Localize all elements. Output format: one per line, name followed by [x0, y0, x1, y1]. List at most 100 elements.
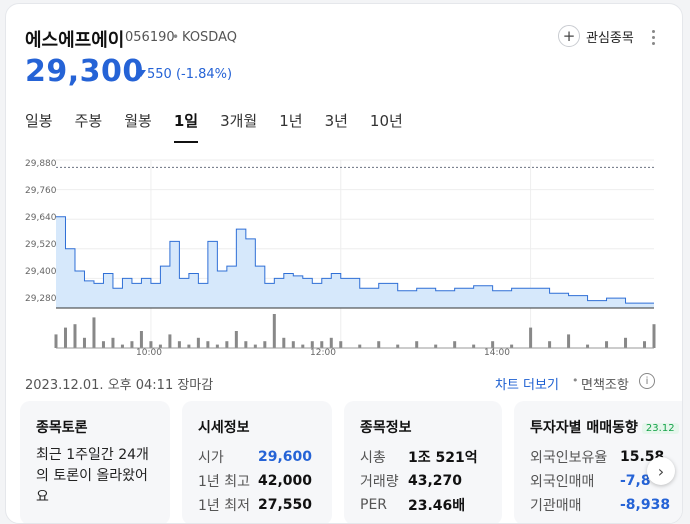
- volume-bar: [234, 331, 238, 348]
- y-tick-label: 29,640: [25, 213, 57, 223]
- volume-bar: [624, 337, 628, 348]
- volume-bar: [282, 337, 286, 348]
- volume-bar: [82, 337, 86, 348]
- y-tick-label: 29,520: [25, 240, 57, 250]
- row-label: 1년 최고: [198, 474, 250, 490]
- volume-bar: [510, 344, 514, 348]
- x-tick-label: 10:00: [136, 348, 162, 358]
- down-arrow-icon: [136, 70, 146, 77]
- y-tick-label: 29,880: [25, 159, 57, 169]
- card-title: 종목토론: [36, 420, 88, 436]
- row-value: 23.46배: [408, 498, 466, 514]
- volume-bar: [215, 344, 219, 348]
- volume-bar: [291, 341, 295, 348]
- stock-name[interactable]: 에스에프에이: [25, 30, 125, 51]
- volume-bar: [149, 341, 153, 348]
- tab-daily[interactable]: 일봉: [25, 112, 53, 130]
- chart-svg: [54, 159, 656, 349]
- stock-code: 056190: [125, 30, 175, 45]
- card-title: 시세정보: [198, 420, 250, 436]
- separator-dot: •: [172, 30, 180, 44]
- volume-bar: [567, 334, 571, 348]
- stock-info-card[interactable]: 종목정보 시총 1조 521억 거래량 43,270 PER 23.46배: [344, 401, 502, 523]
- discussion-text: 최근 1주일간 24개의 토론이 올라왔어요: [36, 447, 149, 505]
- price-line: [56, 216, 654, 304]
- tab-1year[interactable]: 1년: [279, 112, 303, 130]
- volume-bar: [377, 341, 381, 348]
- volume-bar: [329, 337, 333, 348]
- tab-monthly[interactable]: 월봉: [124, 112, 152, 130]
- card-title-text: 투자자별 매매동향: [530, 420, 638, 436]
- volume-bar: [472, 344, 476, 348]
- volume-bar: [491, 341, 495, 348]
- summary-cards: 종목토론 최근 1주일간 24개의 토론이 올라왔어요 시세정보 시가 29,60…: [20, 401, 682, 523]
- stock-card: 에스에프에이 056190 • KOSDAQ + 관심종목 29,300 550…: [5, 3, 683, 524]
- tab-1day[interactable]: 1일: [173, 110, 199, 143]
- volume-bar: [339, 341, 343, 348]
- add-favorite-button[interactable]: + 관심종목: [558, 24, 634, 48]
- volume-bar: [101, 341, 105, 348]
- next-card-button[interactable]: ›: [647, 457, 675, 485]
- row-value: 43,270: [408, 473, 463, 489]
- row-label: 시가: [198, 450, 224, 466]
- x-tick-label: 14:00: [484, 348, 510, 358]
- x-tick-label: 12:00: [310, 348, 336, 358]
- row-value: 42,000: [258, 473, 313, 489]
- price-chart[interactable]: 29,880 29,760 29,640 29,520 29,400 29,28…: [6, 152, 682, 362]
- volume-bar: [272, 314, 276, 348]
- volume-bar: [358, 344, 362, 348]
- volume-bar: [139, 331, 143, 348]
- tab-3months[interactable]: 3개월: [220, 112, 258, 130]
- volume-bar: [652, 324, 656, 348]
- row-value: -8,938: [620, 497, 671, 513]
- volume-bar: [434, 344, 438, 348]
- chevron-right-icon: ›: [657, 461, 665, 481]
- volume-bar: [120, 344, 124, 348]
- price-area: [56, 216, 654, 308]
- volume-bar: [643, 341, 647, 348]
- volume-bar: [92, 317, 96, 348]
- row-value: 27,550: [258, 497, 313, 513]
- volume-bar: [548, 341, 552, 348]
- volume-bar: [253, 344, 257, 348]
- market-info-card[interactable]: 시세정보 시가 29,600 1년 최고 42,000 1년 최저 27,550: [182, 401, 332, 523]
- plus-icon: +: [558, 25, 580, 47]
- info-icon[interactable]: i: [639, 373, 655, 389]
- volume-bar: [130, 341, 134, 348]
- discussion-card[interactable]: 종목토론 최근 1주일간 24개의 토론이 올라왔어요: [20, 401, 170, 523]
- period-tabs: 일봉 주봉 월봉 1일 3개월 1년 3년 10년: [25, 110, 425, 143]
- price-change: 550 (-1.84%): [147, 67, 233, 82]
- volume-bar: [206, 341, 210, 348]
- volume-bar: [196, 337, 200, 348]
- volume-bar: [158, 344, 162, 348]
- volume-bar: [225, 341, 229, 348]
- tab-10years[interactable]: 10년: [369, 112, 403, 130]
- more-menu-icon[interactable]: [648, 26, 658, 48]
- volume-bar: [586, 344, 590, 348]
- volume-bar: [415, 341, 419, 348]
- tab-3years[interactable]: 3년: [324, 112, 348, 130]
- volume-bar: [73, 324, 77, 348]
- y-tick-label: 29,280: [25, 294, 57, 304]
- disclaimer-link[interactable]: 면책조항: [581, 378, 629, 393]
- y-tick-label: 29,400: [25, 267, 57, 277]
- timestamp: 2023.12.01. 오후 04:11 장마감: [25, 378, 214, 393]
- tab-weekly[interactable]: 주봉: [74, 112, 103, 130]
- volume-bar: [111, 337, 115, 348]
- row-label: 거래량: [360, 474, 399, 490]
- volume-bar: [529, 327, 533, 348]
- row-value: 1조 521억: [408, 450, 478, 466]
- market-name: KOSDAQ: [182, 30, 237, 45]
- current-price: 29,300: [25, 54, 144, 89]
- row-label: 외국인매매: [530, 474, 595, 490]
- volume-bar: [54, 334, 58, 348]
- volume-bar: [453, 341, 457, 348]
- separator-dot: •: [572, 374, 579, 387]
- volume-bar: [301, 344, 305, 348]
- volume-bar: [320, 341, 324, 348]
- volume-bar: [310, 341, 314, 348]
- date-badge: 23.12: [641, 422, 679, 434]
- row-label: PER: [360, 497, 388, 513]
- row-value: 29,600: [258, 449, 313, 465]
- chart-more-link[interactable]: 차트 더보기: [495, 378, 559, 393]
